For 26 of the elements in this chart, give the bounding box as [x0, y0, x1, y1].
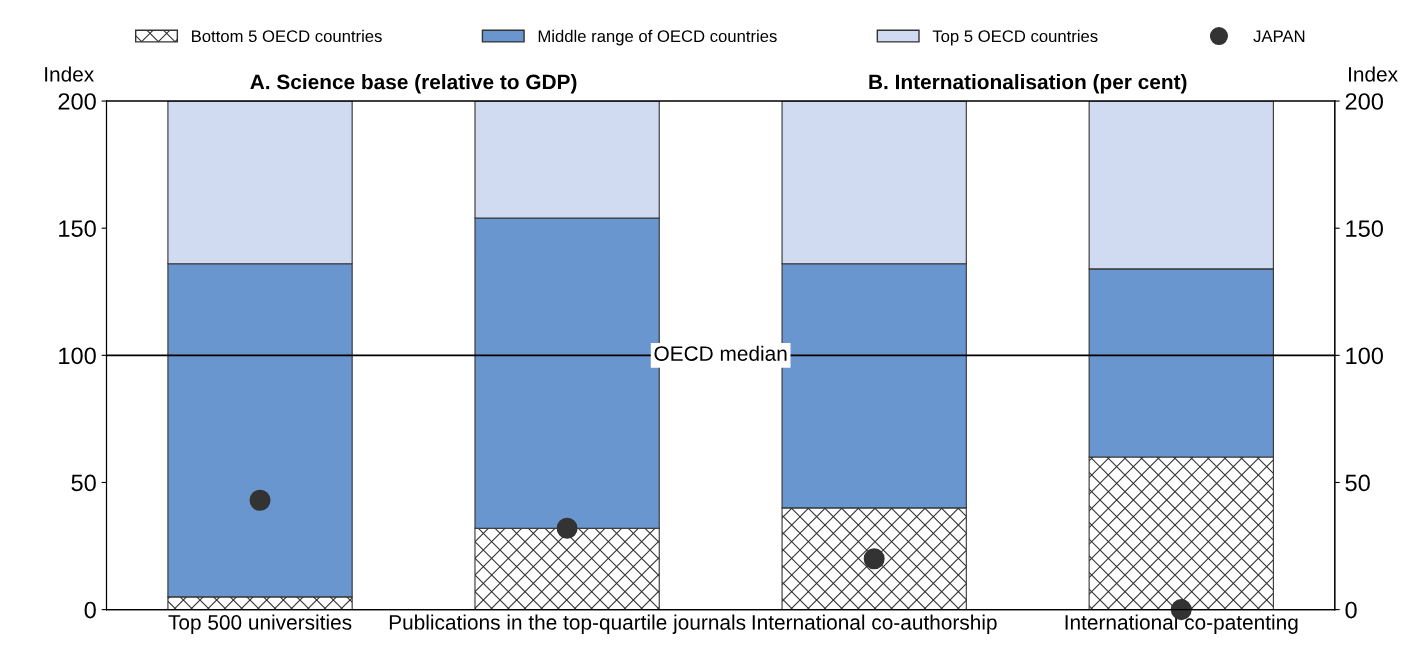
y2-tick-label: 0 — [1345, 601, 1357, 619]
text: B. Internationalisation (per cent) — [869, 74, 1187, 94]
x-tick-label: Publications in the top-quartile journals — [389, 614, 746, 634]
y2-tick-label: 200 — [1345, 93, 1383, 110]
legend-label: JAPAN — [1253, 30, 1305, 43]
y-tick-label: 200 — [58, 93, 96, 110]
y2-tick-label: 100 — [1346, 347, 1383, 365]
x-tick-label: Top 500 universities — [168, 614, 352, 634]
y2-tick-label: 50 — [1345, 474, 1370, 492]
y2-tick-label: 150 — [1346, 220, 1383, 237]
y2-axis-title: Index — [1349, 66, 1398, 82]
y-tick-label: 50 — [71, 474, 96, 492]
y-tick-label: 0 — [84, 601, 96, 619]
x-tick-label: International co-authorship — [752, 614, 997, 634]
legend-label: Middle range of OECD countries — [538, 29, 777, 46]
y-tick-label: 100 — [59, 347, 96, 365]
x-tick-label: International co-patenting — [1065, 614, 1298, 634]
legend-label: Top 5 OECD countries — [932, 29, 1098, 46]
text: A. Science base (relative to GDP) — [250, 74, 577, 94]
y-axis-title: Index — [45, 66, 94, 82]
ref-line-label: OECD median — [654, 345, 787, 361]
point — [249, 489, 271, 511]
point — [863, 548, 885, 570]
point — [556, 517, 578, 539]
legend-label: Bottom 5 OECD countries — [192, 29, 382, 43]
y-tick-label: 150 — [59, 220, 96, 237]
